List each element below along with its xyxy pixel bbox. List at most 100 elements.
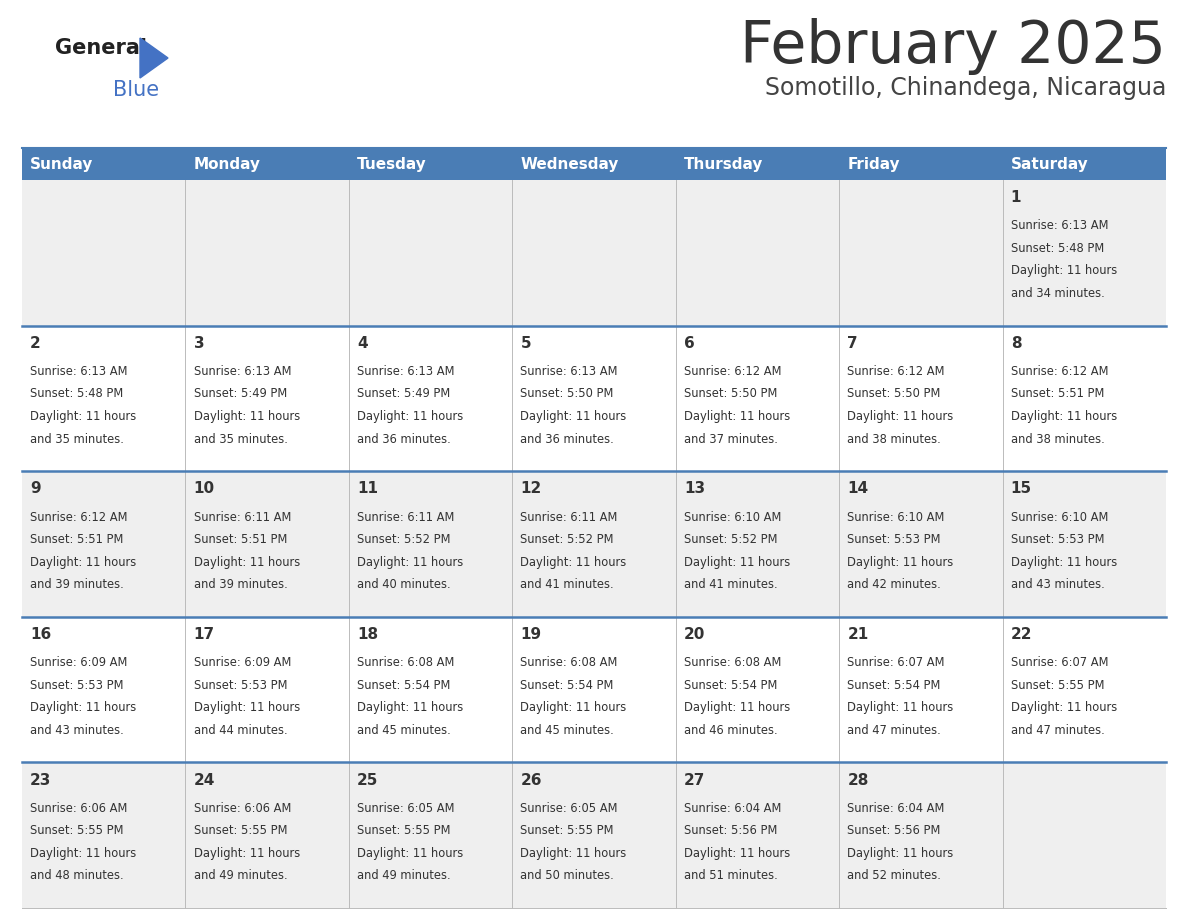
Text: Daylight: 11 hours: Daylight: 11 hours: [358, 701, 463, 714]
Text: and 36 minutes.: and 36 minutes.: [520, 432, 614, 445]
Text: Sunrise: 6:08 AM: Sunrise: 6:08 AM: [358, 656, 454, 669]
Text: Sunset: 5:53 PM: Sunset: 5:53 PM: [1011, 533, 1104, 546]
Bar: [349, 148, 512, 180]
Bar: [512, 763, 676, 908]
Text: and 34 minutes.: and 34 minutes.: [1011, 287, 1105, 300]
Text: Sunset: 5:55 PM: Sunset: 5:55 PM: [1011, 678, 1104, 691]
Text: 8: 8: [1011, 336, 1022, 351]
Text: 14: 14: [847, 481, 868, 497]
Text: Somotillo, Chinandega, Nicaragua: Somotillo, Chinandega, Nicaragua: [765, 76, 1165, 100]
Bar: [185, 471, 349, 617]
Text: Sunrise: 6:09 AM: Sunrise: 6:09 AM: [30, 656, 127, 669]
Text: General: General: [55, 38, 147, 58]
Text: and 35 minutes.: and 35 minutes.: [30, 432, 124, 445]
Text: 4: 4: [358, 336, 367, 351]
Bar: [512, 326, 676, 471]
Text: 24: 24: [194, 773, 215, 788]
Text: Daylight: 11 hours: Daylight: 11 hours: [847, 846, 954, 860]
Text: Daylight: 11 hours: Daylight: 11 hours: [194, 555, 299, 568]
Text: Sunrise: 6:10 AM: Sunrise: 6:10 AM: [847, 510, 944, 523]
Text: Sunrise: 6:13 AM: Sunrise: 6:13 AM: [194, 365, 291, 378]
Text: Sunset: 5:56 PM: Sunset: 5:56 PM: [847, 824, 941, 837]
Text: Blue: Blue: [113, 80, 159, 100]
Text: Tuesday: Tuesday: [358, 156, 426, 172]
Text: 23: 23: [30, 773, 51, 788]
Text: 25: 25: [358, 773, 379, 788]
Text: Sunrise: 6:13 AM: Sunrise: 6:13 AM: [520, 365, 618, 378]
Text: and 47 minutes.: and 47 minutes.: [847, 723, 941, 737]
Text: 27: 27: [684, 773, 706, 788]
Bar: [185, 763, 349, 908]
Text: 21: 21: [847, 627, 868, 642]
Text: Daylight: 11 hours: Daylight: 11 hours: [847, 555, 954, 568]
Text: Sunset: 5:53 PM: Sunset: 5:53 PM: [30, 678, 124, 691]
Bar: [676, 617, 839, 763]
Bar: [23, 148, 185, 180]
Bar: [349, 180, 512, 326]
Text: Daylight: 11 hours: Daylight: 11 hours: [30, 555, 137, 568]
Text: and 41 minutes.: and 41 minutes.: [520, 578, 614, 591]
Text: Thursday: Thursday: [684, 156, 763, 172]
Bar: [1003, 471, 1165, 617]
Text: Daylight: 11 hours: Daylight: 11 hours: [1011, 701, 1117, 714]
Text: 15: 15: [1011, 481, 1032, 497]
Text: and 43 minutes.: and 43 minutes.: [30, 723, 124, 737]
Text: Sunset: 5:51 PM: Sunset: 5:51 PM: [194, 533, 287, 546]
Text: Sunset: 5:48 PM: Sunset: 5:48 PM: [1011, 241, 1104, 255]
Text: Sunrise: 6:12 AM: Sunrise: 6:12 AM: [1011, 365, 1108, 378]
Text: Sunrise: 6:11 AM: Sunrise: 6:11 AM: [358, 510, 454, 523]
Text: Daylight: 11 hours: Daylight: 11 hours: [684, 555, 790, 568]
Text: Daylight: 11 hours: Daylight: 11 hours: [847, 410, 954, 423]
Text: and 36 minutes.: and 36 minutes.: [358, 432, 450, 445]
Text: Sunset: 5:49 PM: Sunset: 5:49 PM: [194, 387, 286, 400]
Text: Daylight: 11 hours: Daylight: 11 hours: [1011, 410, 1117, 423]
Text: Daylight: 11 hours: Daylight: 11 hours: [520, 846, 627, 860]
Text: Sunrise: 6:09 AM: Sunrise: 6:09 AM: [194, 656, 291, 669]
Text: Saturday: Saturday: [1011, 156, 1088, 172]
Bar: [676, 471, 839, 617]
Bar: [512, 471, 676, 617]
Text: and 37 minutes.: and 37 minutes.: [684, 432, 778, 445]
Text: 5: 5: [520, 336, 531, 351]
Text: and 38 minutes.: and 38 minutes.: [1011, 432, 1105, 445]
Text: Monday: Monday: [194, 156, 260, 172]
Text: Sunrise: 6:07 AM: Sunrise: 6:07 AM: [1011, 656, 1108, 669]
Bar: [23, 763, 185, 908]
Text: 26: 26: [520, 773, 542, 788]
Text: Sunset: 5:55 PM: Sunset: 5:55 PM: [520, 824, 614, 837]
Text: 13: 13: [684, 481, 704, 497]
Text: Daylight: 11 hours: Daylight: 11 hours: [520, 555, 627, 568]
Text: and 35 minutes.: and 35 minutes.: [194, 432, 287, 445]
Polygon shape: [140, 38, 168, 78]
Text: Sunset: 5:48 PM: Sunset: 5:48 PM: [30, 387, 124, 400]
Text: and 52 minutes.: and 52 minutes.: [847, 869, 941, 882]
Text: and 51 minutes.: and 51 minutes.: [684, 869, 778, 882]
Text: Sunrise: 6:10 AM: Sunrise: 6:10 AM: [684, 510, 782, 523]
Text: and 39 minutes.: and 39 minutes.: [194, 578, 287, 591]
Text: Daylight: 11 hours: Daylight: 11 hours: [684, 846, 790, 860]
Text: 28: 28: [847, 773, 868, 788]
Bar: [1003, 326, 1165, 471]
Bar: [839, 471, 1003, 617]
Text: and 48 minutes.: and 48 minutes.: [30, 869, 124, 882]
Text: Sunrise: 6:13 AM: Sunrise: 6:13 AM: [1011, 219, 1108, 232]
Text: Sunset: 5:50 PM: Sunset: 5:50 PM: [684, 387, 777, 400]
Bar: [839, 763, 1003, 908]
Bar: [349, 617, 512, 763]
Bar: [23, 617, 185, 763]
Text: Daylight: 11 hours: Daylight: 11 hours: [520, 701, 627, 714]
Bar: [185, 148, 349, 180]
Text: Sunset: 5:52 PM: Sunset: 5:52 PM: [684, 533, 777, 546]
Text: and 38 minutes.: and 38 minutes.: [847, 432, 941, 445]
Text: Sunrise: 6:07 AM: Sunrise: 6:07 AM: [847, 656, 944, 669]
Text: and 47 minutes.: and 47 minutes.: [1011, 723, 1105, 737]
Text: 9: 9: [30, 481, 40, 497]
Text: Daylight: 11 hours: Daylight: 11 hours: [194, 701, 299, 714]
Text: Daylight: 11 hours: Daylight: 11 hours: [358, 846, 463, 860]
Text: Sunset: 5:52 PM: Sunset: 5:52 PM: [358, 533, 450, 546]
Text: 17: 17: [194, 627, 215, 642]
Text: Sunset: 5:55 PM: Sunset: 5:55 PM: [30, 824, 124, 837]
Text: Sunrise: 6:11 AM: Sunrise: 6:11 AM: [194, 510, 291, 523]
Text: and 50 minutes.: and 50 minutes.: [520, 869, 614, 882]
Text: Sunrise: 6:06 AM: Sunrise: 6:06 AM: [30, 801, 127, 814]
